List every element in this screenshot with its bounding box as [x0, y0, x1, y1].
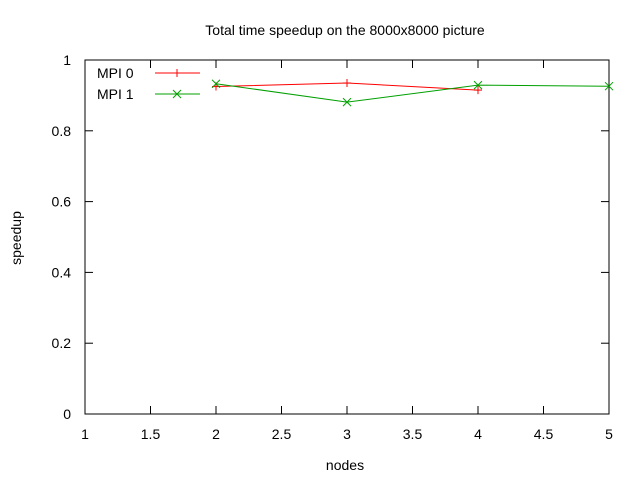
data-point	[343, 79, 351, 88]
x-axis-label: nodes	[326, 457, 364, 473]
y-axis: 0 0.2 0.4 0.6 0.8 1	[52, 52, 609, 422]
y-tick-label: 0.6	[52, 194, 72, 210]
legend: MPI 0 MPI 1	[97, 65, 200, 102]
x-tick-label: 4.5	[534, 426, 554, 442]
legend-label: MPI 1	[97, 86, 134, 102]
y-tick-label: 0.4	[52, 264, 72, 280]
legend-marker	[173, 69, 181, 77]
x-tick-label: 2.5	[272, 426, 292, 442]
x-axis: 1 1.5 2 2.5 3 3.5 4 4.5 5	[81, 60, 613, 442]
y-tick-label: 0.8	[52, 123, 72, 139]
data-point	[342, 97, 352, 107]
series-line	[215, 83, 610, 103]
legend-label: MPI 0	[97, 65, 134, 81]
data-point	[604, 81, 614, 91]
data-point	[474, 86, 482, 95]
legend-marker	[172, 89, 182, 99]
x-tick-label: 2	[212, 426, 220, 442]
x-tick-label: 3	[343, 426, 351, 442]
x-tick-label: 1	[81, 426, 89, 442]
legend-item: MPI 1	[97, 86, 200, 102]
data-point	[211, 79, 221, 89]
x-tick-label: 4	[474, 426, 482, 442]
y-axis-label: speedup	[8, 211, 24, 265]
series-2	[211, 79, 614, 107]
series-1	[212, 79, 482, 95]
x-tick-label: 5	[605, 426, 613, 442]
plot-frame	[84, 59, 610, 415]
chart-title: Total time speedup on the 8000x8000 pict…	[205, 22, 485, 38]
y-tick-label: 0.2	[52, 335, 72, 351]
x-tick-label: 3.5	[403, 426, 423, 442]
legend-item: MPI 0	[97, 65, 200, 81]
y-tick-label: 1	[63, 52, 71, 68]
x-tick-label: 1.5	[141, 426, 161, 442]
series-layer	[211, 79, 614, 107]
data-point	[473, 80, 483, 90]
y-tick-label: 0	[63, 406, 71, 422]
